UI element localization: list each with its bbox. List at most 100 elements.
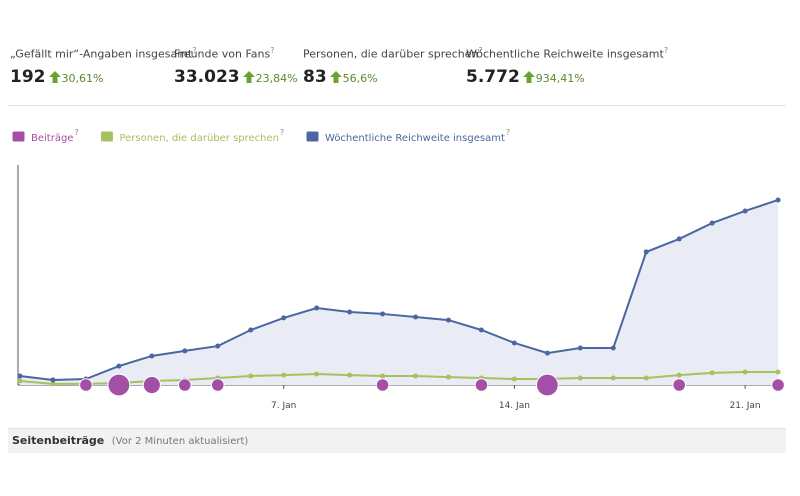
stat: Freunde von Fans? 33.023 23,84%	[174, 46, 298, 87]
legend-label: Wöchentliche Reichweite insgesamt	[325, 133, 505, 144]
point	[643, 375, 649, 381]
x-tick-label: 7. Jan	[271, 401, 296, 411]
point	[676, 372, 682, 378]
help-mark: ?	[192, 46, 197, 55]
legend-swatch	[99, 130, 114, 143]
post-bubble	[107, 373, 131, 397]
point	[413, 373, 419, 379]
point	[775, 369, 781, 375]
point	[511, 376, 517, 382]
stat-change: 56,6%	[342, 71, 378, 85]
stat-label-row: „Gefällt mir“-Angaben insgesamt?	[10, 46, 197, 61]
point	[643, 249, 649, 255]
point	[149, 353, 155, 359]
point	[413, 314, 419, 320]
up-arrow	[329, 70, 342, 83]
point	[50, 381, 56, 387]
stat-label: „Gefällt mir“-Angaben insgesamt	[10, 47, 193, 61]
post-bubble	[375, 378, 390, 392]
point	[478, 327, 484, 333]
point	[676, 236, 682, 242]
stat-value-row: 33.023 23,84%	[174, 67, 298, 87]
stat-label-row: Personen, die darüber sprechen?	[303, 46, 483, 61]
post-bubble	[142, 375, 161, 395]
point	[577, 375, 583, 381]
point	[775, 197, 781, 203]
point	[248, 373, 254, 379]
point	[709, 220, 715, 226]
stat-value-row: 83 56,6%	[303, 67, 483, 87]
post-bubble	[79, 378, 93, 392]
stat-label: Freunde von Fans	[174, 47, 271, 61]
up-arrow	[242, 70, 255, 83]
stat-value: 83	[303, 66, 327, 87]
point	[511, 340, 517, 346]
point	[544, 350, 550, 356]
post-bubble	[210, 378, 225, 392]
stat-label: Personen, die darüber sprechen	[303, 47, 479, 61]
help-mark: ?	[74, 128, 78, 137]
stat: Personen, die darüber sprechen? 83 56,6%	[303, 46, 483, 87]
point	[709, 370, 715, 376]
point	[17, 373, 23, 379]
help-mark: ?	[663, 46, 669, 55]
stat-change: 934,41%	[535, 71, 585, 85]
stat-label-row: Freunde von Fans?	[174, 46, 298, 61]
x-tick-label: 14. Jan	[499, 401, 530, 411]
point	[248, 327, 254, 333]
point	[610, 345, 616, 351]
stat-label-row: Wöchentliche Reichweite insgesamt?	[466, 46, 668, 61]
stat: Wöchentliche Reichweite insgesamt? 5.772 9…	[466, 46, 668, 87]
legend-swatch	[305, 130, 320, 143]
legend-label: Beiträge	[31, 133, 73, 144]
stat-change: 30,61%	[61, 71, 104, 85]
post-bubble	[771, 378, 785, 392]
legend-label: Personen, die darüber sprechen	[119, 133, 279, 144]
help-mark: ?	[280, 128, 284, 137]
point	[314, 305, 320, 311]
point	[445, 317, 451, 323]
point	[281, 372, 287, 378]
point	[347, 309, 353, 315]
footer-bar: Seitenbeiträge (Vor 2 Minuten aktualisie…	[8, 428, 786, 453]
point	[50, 377, 56, 383]
point	[445, 374, 451, 380]
x-tick-label: 21. Jan	[730, 401, 761, 411]
stat-value: 33.023	[174, 66, 240, 87]
point	[182, 348, 188, 354]
up-arrow	[48, 70, 61, 83]
footer-note: (Vor 2 Minuten aktualisiert)	[111, 436, 249, 447]
stat-value: 5.772	[466, 66, 520, 87]
stat-value-row: 192 30,61%	[10, 67, 197, 87]
stat-change: 23,84%	[255, 71, 298, 85]
help-mark: ?	[506, 128, 510, 137]
help-mark: ?	[478, 46, 483, 55]
point	[314, 371, 320, 377]
stat-value-row: 5.772 934,41%	[466, 67, 668, 87]
divider	[8, 105, 786, 106]
stat-value: 192	[10, 66, 46, 87]
point	[610, 375, 616, 381]
point	[116, 363, 122, 369]
footer-title: Seitenbeiträge	[12, 434, 105, 447]
point	[281, 315, 287, 321]
stat: „Gefällt mir“-Angaben insgesamt? 192 30,61…	[10, 46, 197, 87]
post-bubble	[474, 378, 489, 392]
point	[742, 369, 748, 375]
post-bubble	[672, 378, 687, 392]
point	[380, 373, 386, 379]
point	[742, 208, 748, 214]
point	[380, 311, 386, 317]
stat-label: Wöchentliche Reichweite insgesamt	[466, 47, 664, 61]
point	[347, 372, 353, 378]
up-arrow	[522, 70, 535, 83]
point	[17, 378, 23, 384]
post-bubble	[178, 378, 192, 392]
area	[20, 199, 779, 385]
point	[577, 345, 583, 351]
help-mark: ?	[270, 46, 275, 55]
point	[215, 343, 221, 349]
post-bubble	[535, 373, 559, 397]
